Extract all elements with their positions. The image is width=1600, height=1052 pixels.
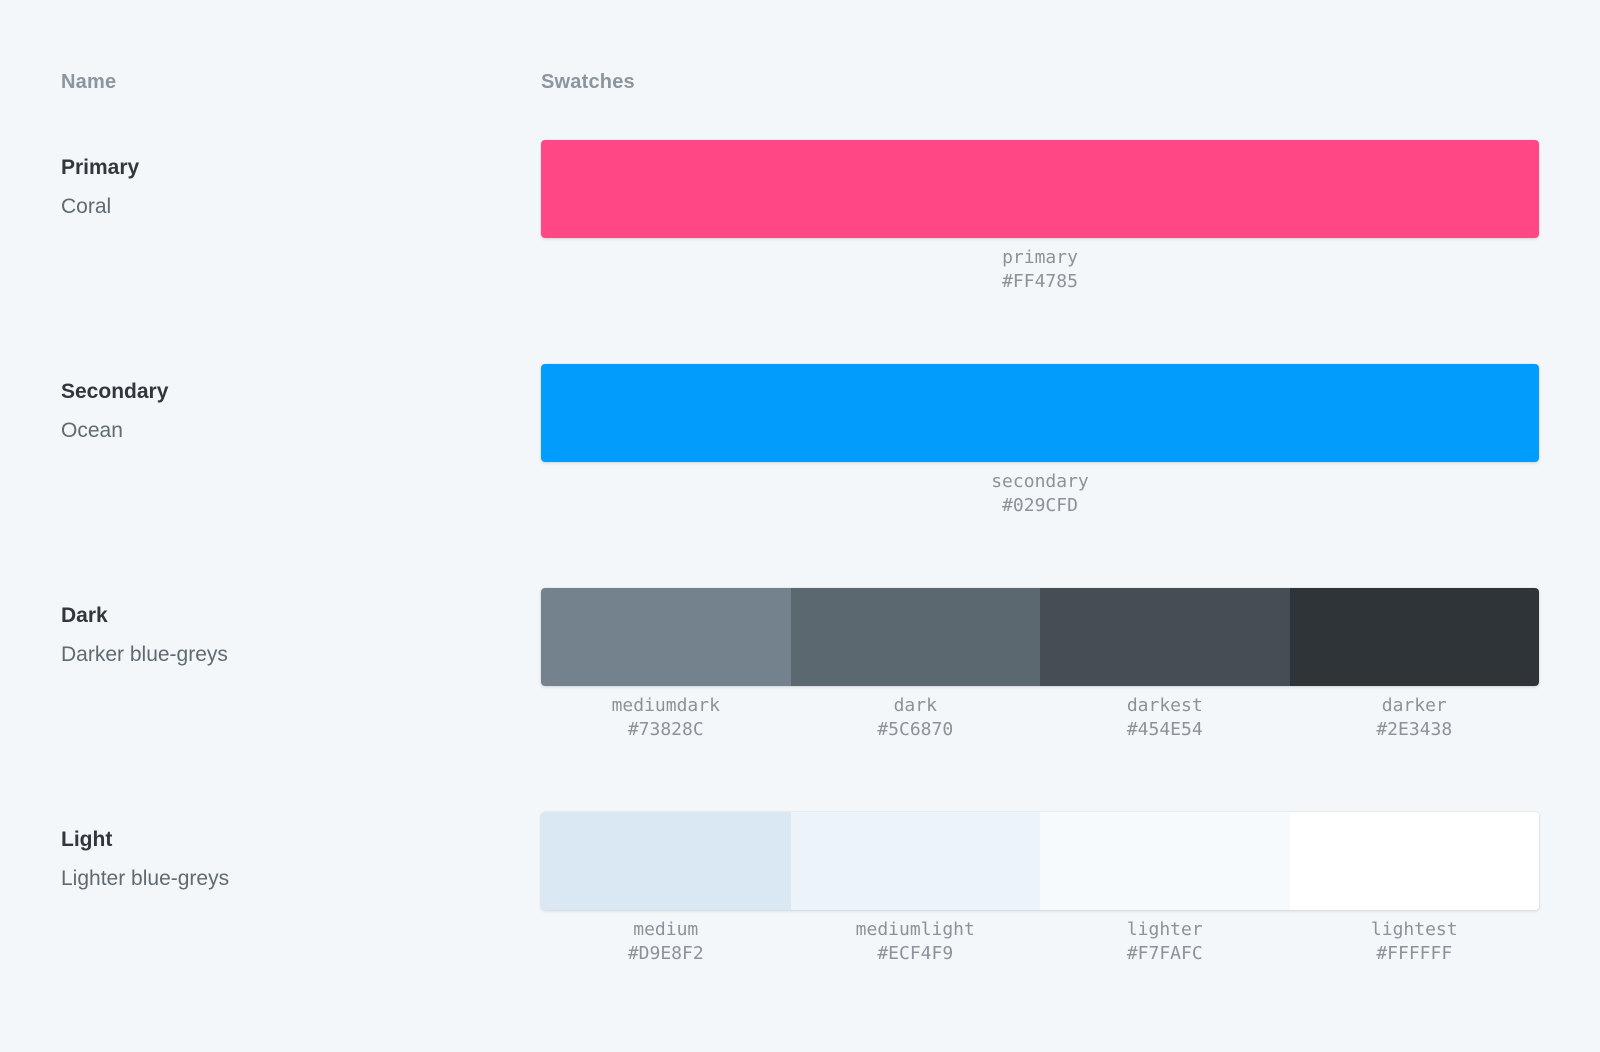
swatch-hex: #2E3438: [1376, 719, 1453, 740]
row-name-cell: Primary Coral: [61, 140, 541, 294]
palette-row-secondary: Secondary Ocean secondary #029CFD: [61, 364, 1539, 518]
swatch-hex: #ECF4F9: [877, 943, 954, 964]
swatch-bar: [541, 364, 1539, 462]
swatch-hex: #029CFD: [1002, 495, 1078, 516]
swatch-labels: secondary #029CFD: [541, 470, 1539, 518]
swatch-label: primary #FF4785: [541, 246, 1539, 294]
row-title: Dark: [61, 604, 108, 627]
color-palette-page: Name Swatches Primary Coral primary #FF4…: [61, 68, 1539, 966]
row-description: Lighter blue-greys: [61, 867, 230, 890]
row-description: Coral: [61, 195, 112, 218]
row-title: Secondary: [61, 380, 169, 403]
swatch-name: mediumlight: [855, 919, 975, 940]
palette-row-light: Light Lighter blue-greys medium #D9E8F2 …: [61, 812, 1539, 966]
swatch-hex: #FFFFFF: [1376, 943, 1453, 964]
swatch-name: mediumdark: [611, 695, 720, 716]
swatch-name: dark: [893, 695, 937, 716]
swatch-cell: secondary #029CFD: [541, 364, 1539, 518]
swatch-cell: mediumdark #73828C dark #5C6870 darkest …: [541, 588, 1539, 742]
swatch-cell: primary #FF4785: [541, 140, 1539, 294]
swatch-bar: [541, 140, 1539, 238]
swatch-cell: medium #D9E8F2 mediumlight #ECF4F9 light…: [541, 812, 1539, 966]
swatch-name: primary: [1002, 247, 1078, 268]
swatch-label: medium #D9E8F2: [541, 918, 791, 966]
swatch-hex: #D9E8F2: [627, 943, 704, 964]
swatch-name: secondary: [991, 471, 1089, 492]
column-header-swatches: Swatches: [541, 71, 635, 93]
swatch-label: darkest #454E54: [1040, 694, 1290, 742]
swatch-hex: #F7FAFC: [1126, 943, 1203, 964]
color-swatch-dark: [790, 588, 1040, 686]
swatch-label: darker #2E3438: [1290, 694, 1540, 742]
swatch-name: lightest: [1370, 919, 1458, 940]
palette-row-primary: Primary Coral primary #FF4785: [61, 140, 1539, 294]
row-name-cell: Secondary Ocean: [61, 364, 541, 518]
swatch-name: lighter: [1126, 919, 1203, 940]
swatch-label: lighter #F7FAFC: [1040, 918, 1290, 966]
color-swatch-mediumlight: [790, 812, 1040, 910]
swatch-hex: #73828C: [627, 719, 704, 740]
row-description: Ocean: [61, 419, 123, 442]
color-swatch-primary: [541, 140, 1539, 238]
row-name-cell: Dark Darker blue-greys: [61, 588, 541, 742]
swatch-label: mediumlight #ECF4F9: [791, 918, 1041, 966]
color-swatch-darker: [1289, 588, 1539, 686]
swatch-labels: medium #D9E8F2 mediumlight #ECF4F9 light…: [541, 918, 1539, 966]
swatch-name: darker: [1381, 695, 1447, 716]
color-swatch-medium: [541, 812, 791, 910]
swatch-label: dark #5C6870: [791, 694, 1041, 742]
swatch-label: mediumdark #73828C: [541, 694, 791, 742]
swatch-hex: #FF4785: [1002, 271, 1078, 292]
color-swatch-mediumdark: [541, 588, 791, 686]
row-description: Darker blue-greys: [61, 643, 228, 666]
row-name-cell: Light Lighter blue-greys: [61, 812, 541, 966]
table-header-row: Name Swatches: [61, 68, 1539, 96]
swatch-hex: #454E54: [1126, 719, 1203, 740]
swatch-label: lightest #FFFFFF: [1290, 918, 1540, 966]
swatch-hex: #5C6870: [877, 719, 954, 740]
color-swatch-lightest: [1289, 812, 1539, 910]
color-swatch-secondary: [541, 364, 1539, 462]
swatch-name: medium: [633, 919, 699, 940]
palette-row-dark: Dark Darker blue-greys mediumdark #73828…: [61, 588, 1539, 742]
color-swatch-darkest: [1040, 588, 1290, 686]
column-header-name: Name: [61, 71, 117, 93]
swatch-labels: mediumdark #73828C dark #5C6870 darkest …: [541, 694, 1539, 742]
swatch-name: darkest: [1126, 695, 1203, 716]
row-title: Primary: [61, 156, 140, 179]
row-title: Light: [61, 828, 113, 851]
swatch-labels: primary #FF4785: [541, 246, 1539, 294]
swatch-bar: [541, 812, 1539, 910]
swatch-bar: [541, 588, 1539, 686]
swatch-label: secondary #029CFD: [541, 470, 1539, 518]
color-swatch-lighter: [1040, 812, 1290, 910]
